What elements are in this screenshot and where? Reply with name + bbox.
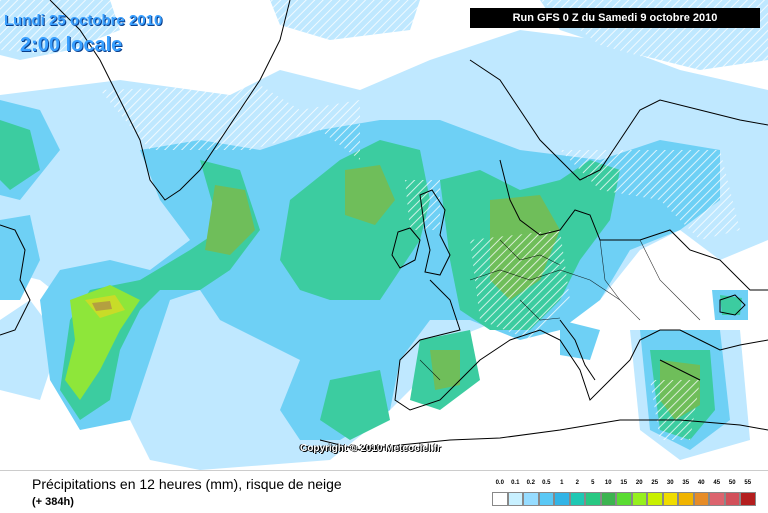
legend-label: 20 <box>635 480 643 486</box>
legend-label: 5 <box>591 480 595 486</box>
precipitation-legend: 0.0 0.1 0.2 0.5 1 2 5 10 15 20 25 30 35 40 45 50 55 <box>492 480 760 510</box>
legend-label: 0.0 <box>495 480 504 486</box>
legend-swatch <box>647 492 663 506</box>
map-footer: Précipitations en 12 heures (mm), risque… <box>0 470 768 513</box>
precip-intense-areas <box>65 285 140 400</box>
legend-label: 50 <box>728 480 736 486</box>
run-info-label: Run GFS 0 Z du Samedi 9 octobre 2010 <box>470 8 760 28</box>
legend-swatch <box>740 492 756 506</box>
legend-swatch <box>600 492 616 506</box>
country-borders <box>419 239 701 381</box>
legend-swatch <box>631 492 647 506</box>
forecast-time: 2:00 locale <box>20 34 123 56</box>
legend-label: 0.5 <box>542 480 551 486</box>
legend-swatch <box>693 492 709 506</box>
map-caption: Précipitations en 12 heures (mm), risque… <box>32 476 342 492</box>
legend-swatch <box>662 492 678 506</box>
legend-label: 55 <box>744 480 752 486</box>
legend-label: 45 <box>713 480 721 486</box>
legend-label: 40 <box>697 480 705 486</box>
legend-label: 2 <box>575 480 579 486</box>
legend-label: 35 <box>682 480 690 486</box>
legend-swatch <box>492 492 508 506</box>
weather-map: Lundi 25 octobre 2010 2:00 locale Run GF… <box>0 0 768 470</box>
forecast-date: Lundi 25 octobre 2010 <box>4 12 163 29</box>
precipitation-map-graphic <box>0 0 768 470</box>
legend-swatch <box>554 492 570 506</box>
legend-swatch <box>709 492 725 506</box>
legend-swatch <box>538 492 554 506</box>
legend-swatch <box>507 492 523 506</box>
legend-swatch <box>724 492 740 506</box>
legend-label: 10 <box>604 480 612 486</box>
legend-label: 0.1 <box>511 480 520 486</box>
copyright-text: Copyright © 2010 Meteociel.fr <box>300 443 441 454</box>
legend-swatches <box>492 492 756 506</box>
legend-labels: 0.0 0.1 0.2 0.5 1 2 5 10 15 20 25 30 35 40 45 50 55 <box>492 480 760 490</box>
forecast-lead-time: (+ 384h) <box>32 496 74 508</box>
legend-swatch <box>585 492 601 506</box>
legend-swatch <box>569 492 585 506</box>
legend-label: 15 <box>620 480 628 486</box>
legend-swatch <box>523 492 539 506</box>
legend-swatch <box>678 492 694 506</box>
legend-label: 25 <box>651 480 659 486</box>
coastlines <box>0 0 768 451</box>
legend-swatch <box>616 492 632 506</box>
legend-label: 1 <box>560 480 564 486</box>
legend-label: 0.2 <box>526 480 535 486</box>
legend-label: 30 <box>666 480 674 486</box>
